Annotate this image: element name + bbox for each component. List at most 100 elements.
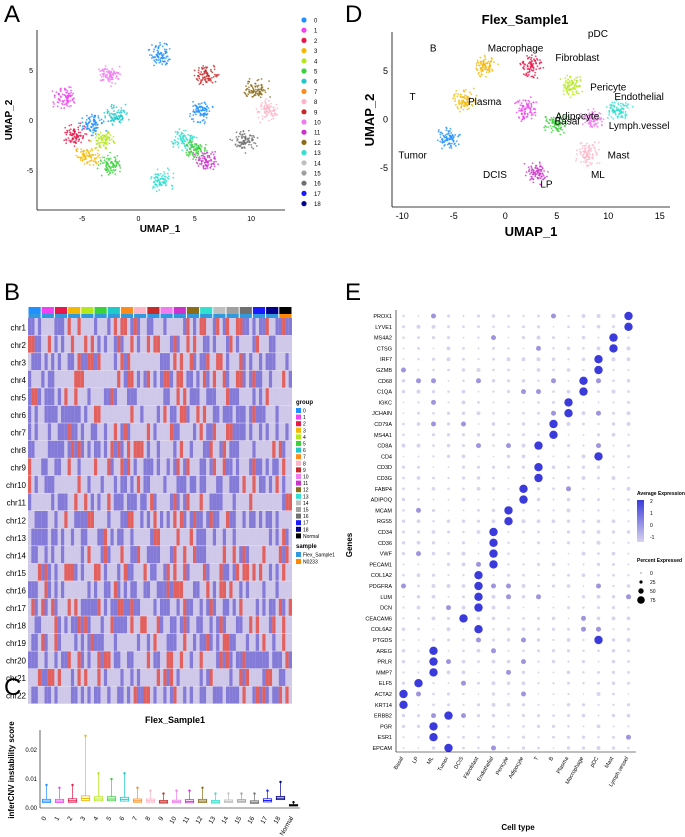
umap-point [561,128,564,131]
heatmap-cell [94,616,98,634]
heatmap-cell [123,581,127,599]
umap-cluster-6 [102,103,130,126]
heatmap-cell [209,440,213,458]
heatmap-cell [212,423,217,441]
umap-point [195,110,198,113]
heatmap-cell [173,633,177,651]
heatmap-cell [64,563,68,581]
heatmap-cell [37,598,42,616]
heatmap-cell [282,651,286,669]
heatmap-cell [206,668,210,686]
heatmap-cell [160,563,164,581]
heatmap-cell [189,546,193,564]
heatmap-cell [61,528,65,546]
heatmap-cell [136,318,141,336]
umap-point [551,121,554,124]
umap-point [251,85,253,88]
heatmap-cell [107,493,111,511]
heatmap-cell [222,458,226,476]
umap-point [112,119,115,122]
umap-point [93,128,96,130]
umap-point [251,86,254,89]
umap-point [191,140,194,143]
umap-point [79,131,82,134]
heatmap-cell [262,528,266,546]
heatmap-cell [94,440,98,458]
heatmap-cell [206,511,210,529]
umap-point [519,104,522,106]
umap-point [188,134,191,137]
umap-point [63,139,66,142]
boxplot-xtick: 17 [260,815,270,825]
dotplot-dot [491,465,496,469]
heatmap-cell [100,405,104,423]
heatmap-cell [186,563,190,581]
heatmap-cell [100,423,104,441]
umap-point [107,78,110,80]
dotplot-dot [507,487,510,490]
umap-point [106,111,109,113]
heatmap-cell [123,318,127,336]
heatmap-cell [133,651,137,669]
dotplot-dot [431,336,436,340]
dotplot-dot [492,357,495,361]
dotplot-dot [566,422,571,426]
heatmap-cell [212,616,217,634]
heatmap-cell [57,528,61,546]
heatmap-cell [206,475,210,493]
celltype-label: Plasma [468,97,502,108]
dotplot-dot [626,346,631,351]
heatmap-cell [87,405,91,423]
umap-point [213,68,216,71]
heatmap-cell [57,493,61,511]
heatmap-cell [176,458,180,476]
dotplot-dot [506,390,511,394]
umap-point [456,95,459,98]
heatmap-cell [229,581,233,599]
umap-point [593,113,596,116]
umap-point [267,87,270,90]
heatmap-cell [166,458,170,476]
heatmap-cell [90,458,94,476]
heatmap-cell [120,335,124,353]
heatmap-cell [47,388,52,406]
umap-celltype-cluster-10 [579,107,605,128]
heatmap-cell [100,370,104,388]
umap-point [69,132,72,135]
umap-point [120,111,123,114]
legend-group-label: 12 [303,488,309,494]
umap-cluster-7 [97,65,122,88]
heatmap-cell [87,423,91,441]
heatmap-cell [133,563,137,581]
dotplot-dot [477,401,480,404]
heatmap-cell [54,598,58,616]
umap-point [519,109,522,112]
dotplot-dot [581,357,586,361]
umap-point [97,116,100,119]
umap-point [491,68,493,71]
umap-point [207,75,210,78]
celltype-label: ML [591,170,605,181]
heatmap-cell [51,598,55,616]
heatmap-cell [245,563,250,581]
group-bar [279,307,292,314]
heatmap-cell [87,616,91,634]
heatmap-cell [136,405,141,423]
umap-point [240,143,242,146]
umap-point [98,146,101,149]
heatmap-cell [51,353,55,371]
heatmap-cell [239,353,243,371]
heatmap-header-bars [28,307,292,318]
umap-point [101,68,104,71]
heatmap-cell [282,370,286,388]
heatmap-cell [262,493,266,511]
heatmap-cell [222,370,226,388]
umap-point [269,96,271,98]
heatmap-cell [275,668,279,686]
umap-point [254,88,257,91]
sample-bar [54,314,68,318]
dotplot-dot [507,325,510,329]
heatmap-cell [130,405,134,423]
heatmap-cell [107,335,111,353]
umap-point [589,121,592,124]
